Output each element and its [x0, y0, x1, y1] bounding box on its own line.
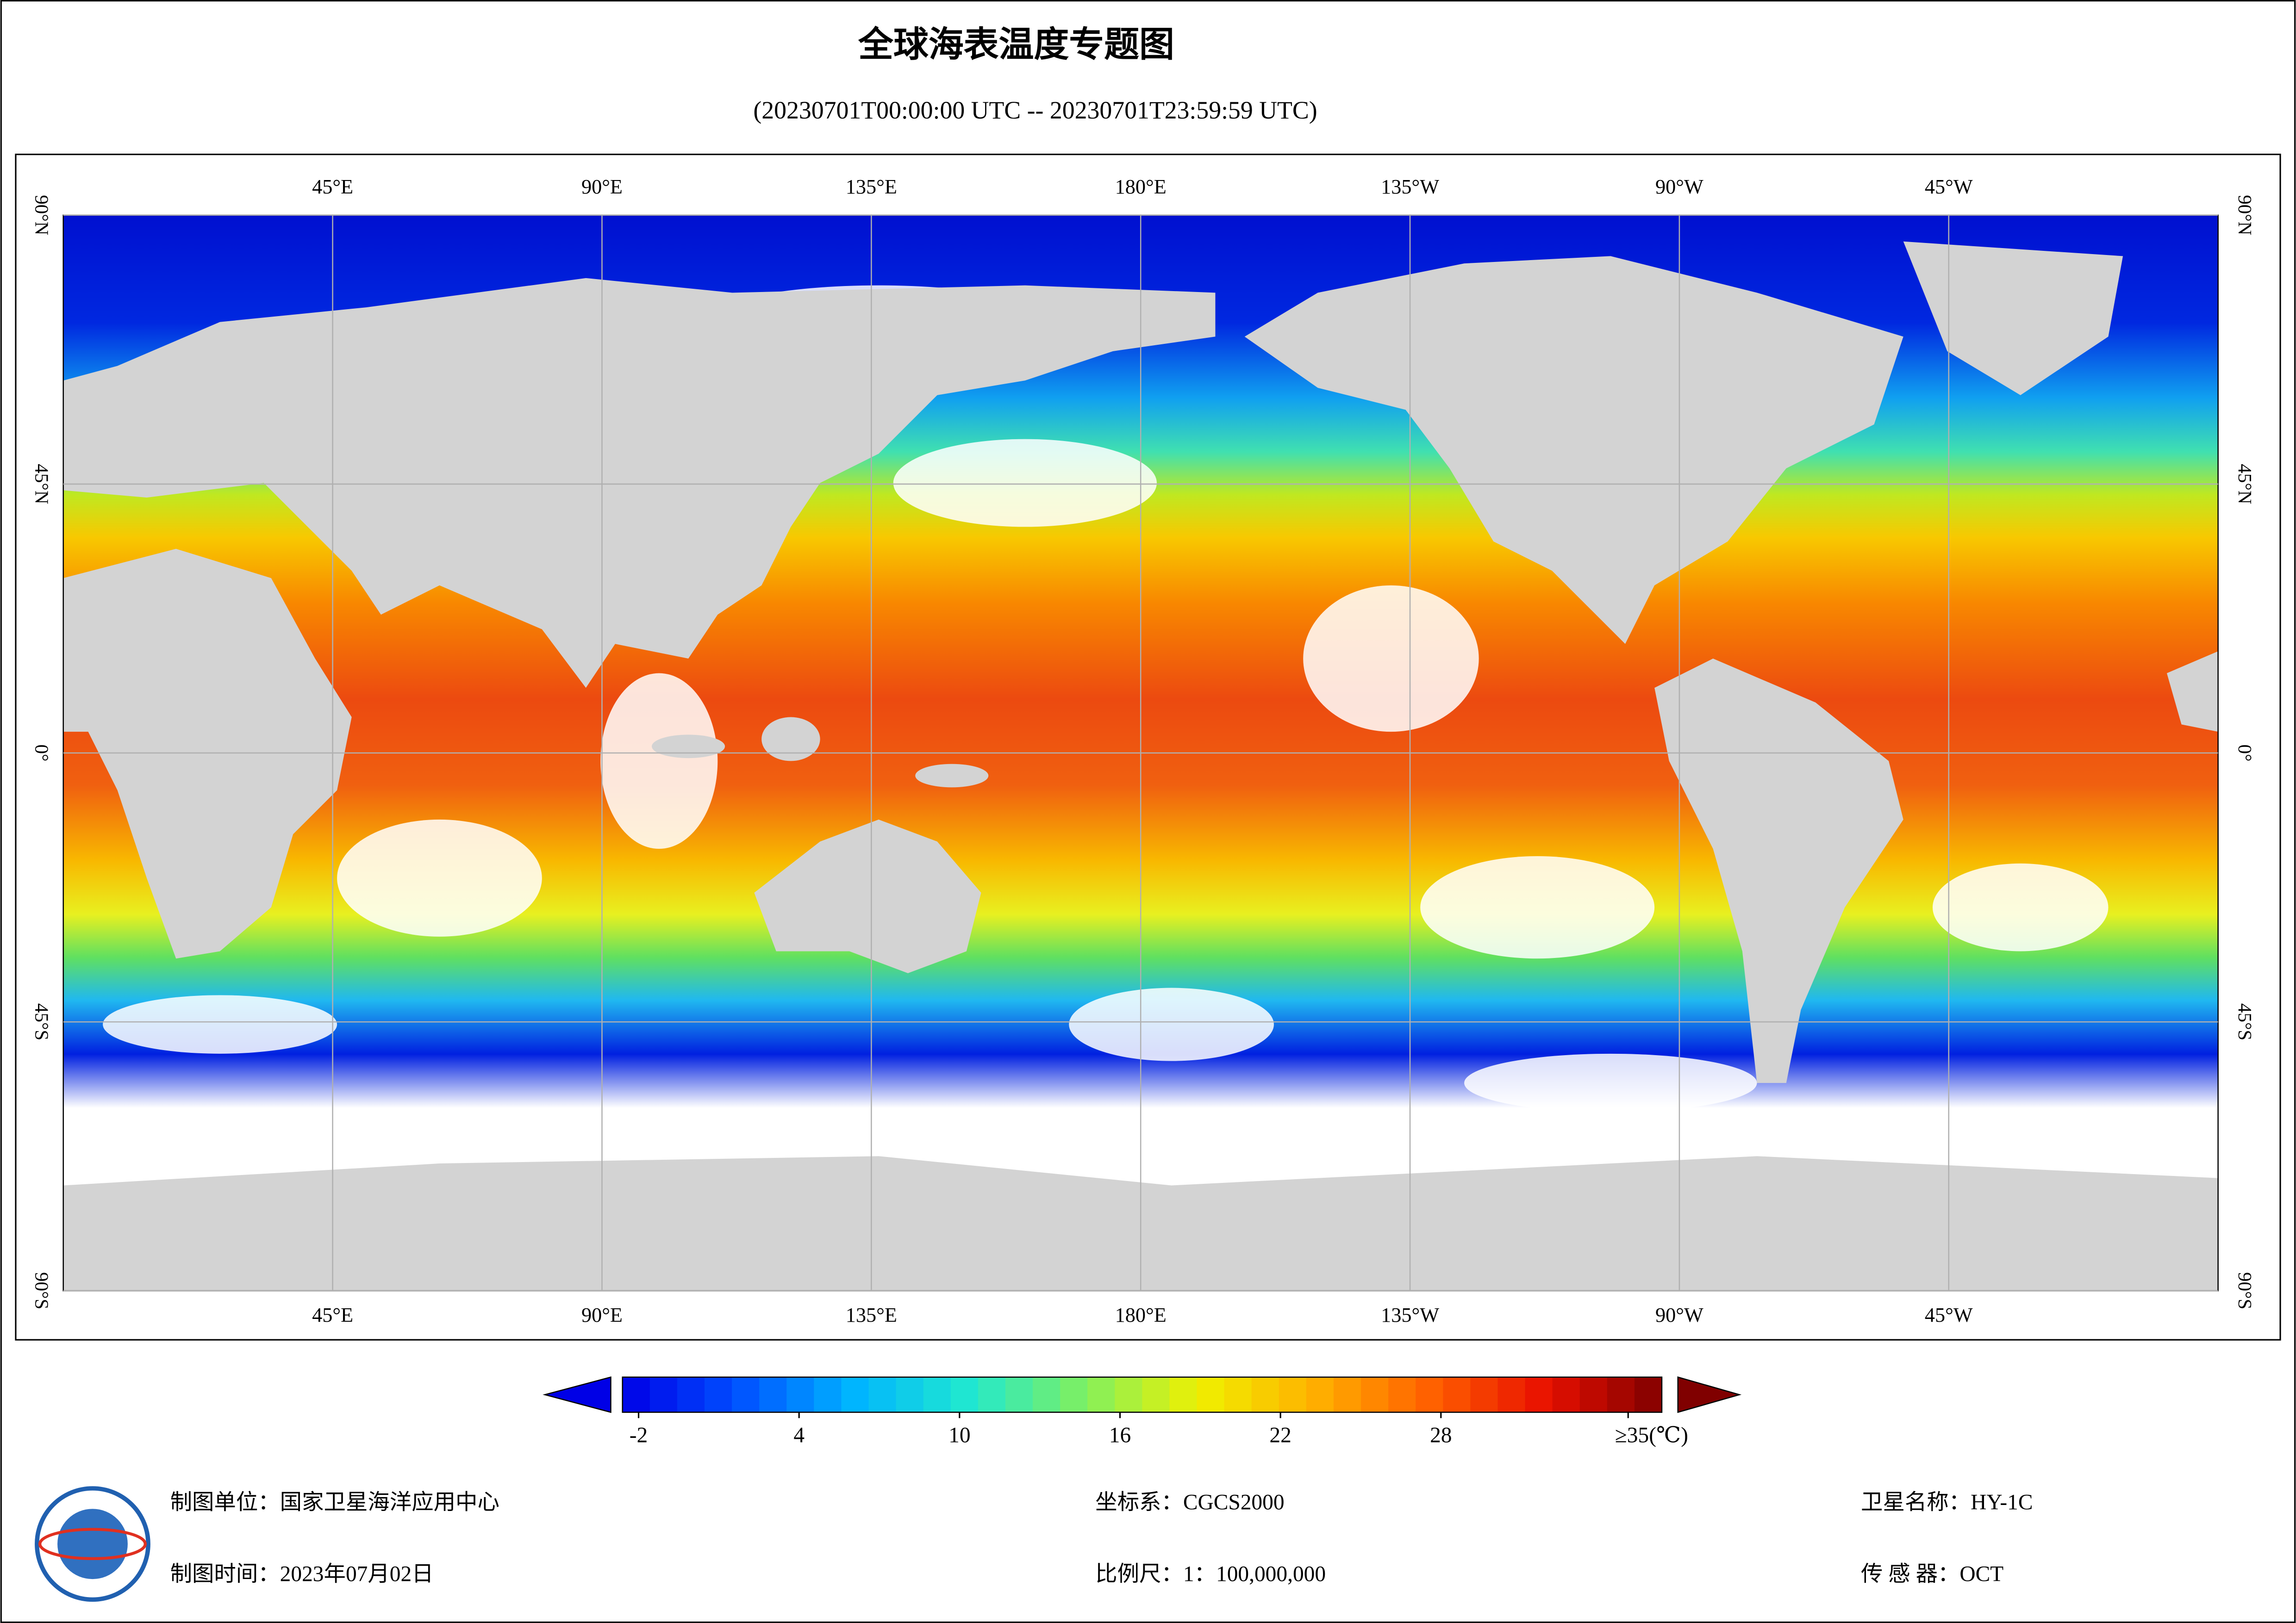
colorbar-segment	[1251, 1377, 1279, 1412]
colorbar-segment	[786, 1377, 815, 1412]
colorbar-segment	[1607, 1377, 1635, 1412]
lat-label-right: 45°N	[2234, 464, 2256, 504]
colorbar-segment	[1634, 1377, 1662, 1412]
colorbar-segment	[1333, 1377, 1361, 1412]
colorbar-segment	[732, 1377, 760, 1412]
lon-label-bottom: 45°E	[312, 1304, 353, 1326]
lon-label-top: 135°W	[1381, 175, 1439, 198]
colorbar-segment	[1416, 1377, 1444, 1412]
lat-label-left: 90°N	[31, 195, 53, 235]
colorbar-segment	[1579, 1377, 1608, 1412]
colorbar-tick-label: ≥35(℃)	[1615, 1423, 1688, 1447]
colorbar-segment	[1443, 1377, 1471, 1412]
colorbar-arrow-high	[1677, 1376, 1742, 1413]
lon-label-top: 90°W	[1655, 175, 1703, 198]
colorbar-segment	[1142, 1377, 1170, 1412]
lon-label-bottom: 90°E	[581, 1304, 623, 1326]
lon-label-bottom: 45°W	[1925, 1304, 1973, 1326]
colorbar-segment	[704, 1377, 733, 1412]
colorbar-segment	[814, 1377, 842, 1412]
lat-label-right: 90°S	[2234, 1272, 2256, 1309]
lon-label-bottom: 135°W	[1381, 1304, 1439, 1326]
footer-date: 制图时间：2023年07月02日	[170, 1562, 434, 1586]
colorbar-segment	[868, 1377, 897, 1412]
colorbar-segment	[1306, 1377, 1334, 1412]
colorbar-segment	[1470, 1377, 1498, 1412]
colorbar-segment	[1224, 1377, 1252, 1412]
colorbar-tick-label: 16	[1109, 1423, 1131, 1447]
lat-label-left: 45°S	[31, 1003, 53, 1040]
lon-label-bottom: 90°W	[1655, 1304, 1703, 1326]
lat-label-left: 0°	[31, 745, 53, 762]
colorbar-segment	[1060, 1377, 1088, 1412]
map-frame	[15, 154, 2281, 1341]
lon-label-top: 180°E	[1115, 175, 1167, 198]
footer-satellite: 卫星名称：HY-1C	[1861, 1491, 2033, 1515]
colorbar-segment	[677, 1377, 705, 1412]
colorbar-segment	[1115, 1377, 1143, 1412]
colorbar-segment	[1033, 1377, 1061, 1412]
lon-label-top: 45°W	[1925, 175, 1973, 198]
colorbar-tick-label: -2	[630, 1423, 648, 1447]
colorbar-segment	[1552, 1377, 1580, 1412]
lon-label-top: 45°E	[312, 175, 353, 198]
footer-unit: 制图单位：国家卫星海洋应用中心	[170, 1491, 499, 1515]
subtitle: (20230701T00:00:00 UTC -- 20230701T23:59…	[753, 96, 1317, 124]
lat-label-left: 45°N	[31, 464, 53, 504]
colorbar-segment	[649, 1377, 678, 1412]
colorbar-tick-label: 4	[793, 1423, 805, 1447]
footer-sensor: 传 感 器：OCT	[1861, 1562, 2003, 1586]
lon-label-bottom: 135°E	[846, 1304, 897, 1326]
lat-label-right: 0°	[2234, 745, 2256, 762]
colorbar-segment	[622, 1377, 650, 1412]
colorbar-segment	[923, 1377, 951, 1412]
colorbar-segment	[1087, 1377, 1116, 1412]
lon-label-top: 90°E	[581, 175, 623, 198]
colorbar-tick-label: 28	[1430, 1423, 1452, 1447]
footer-crs: 坐标系：CGCS2000	[1095, 1491, 1284, 1515]
lat-label-right: 90°N	[2234, 195, 2256, 235]
colorbar-segment	[1525, 1377, 1553, 1412]
colorbar-segment	[1497, 1377, 1526, 1412]
colorbar-segment	[1279, 1377, 1307, 1412]
colorbar-segment	[841, 1377, 869, 1412]
lon-label-bottom: 180°E	[1115, 1304, 1167, 1326]
colorbar-segment	[1388, 1377, 1416, 1412]
colorbar-segment	[950, 1377, 979, 1412]
lat-label-right: 45°S	[2234, 1003, 2256, 1040]
colorbar-segment	[1361, 1377, 1389, 1412]
colorbar-segment	[1169, 1377, 1198, 1412]
colorbar-tick-label: 22	[1269, 1423, 1291, 1447]
lat-label-left: 90°S	[31, 1272, 53, 1309]
colorbar-segment	[1005, 1377, 1033, 1412]
footer-scale: 比例尺：1：100,000,000	[1095, 1562, 1326, 1586]
title: 全球海表温度专题图	[858, 25, 1174, 64]
lon-label-top: 135°E	[846, 175, 897, 198]
colorbar-tick-label: 10	[948, 1423, 970, 1447]
colorbar-segment	[1197, 1377, 1225, 1412]
colorbar-border	[622, 1376, 1663, 1413]
colorbar-segment	[896, 1377, 924, 1412]
colorbar-arrow-low	[543, 1376, 611, 1413]
colorbar-segment	[978, 1377, 1006, 1412]
logo	[35, 1486, 150, 1602]
colorbar-segment	[759, 1377, 787, 1412]
